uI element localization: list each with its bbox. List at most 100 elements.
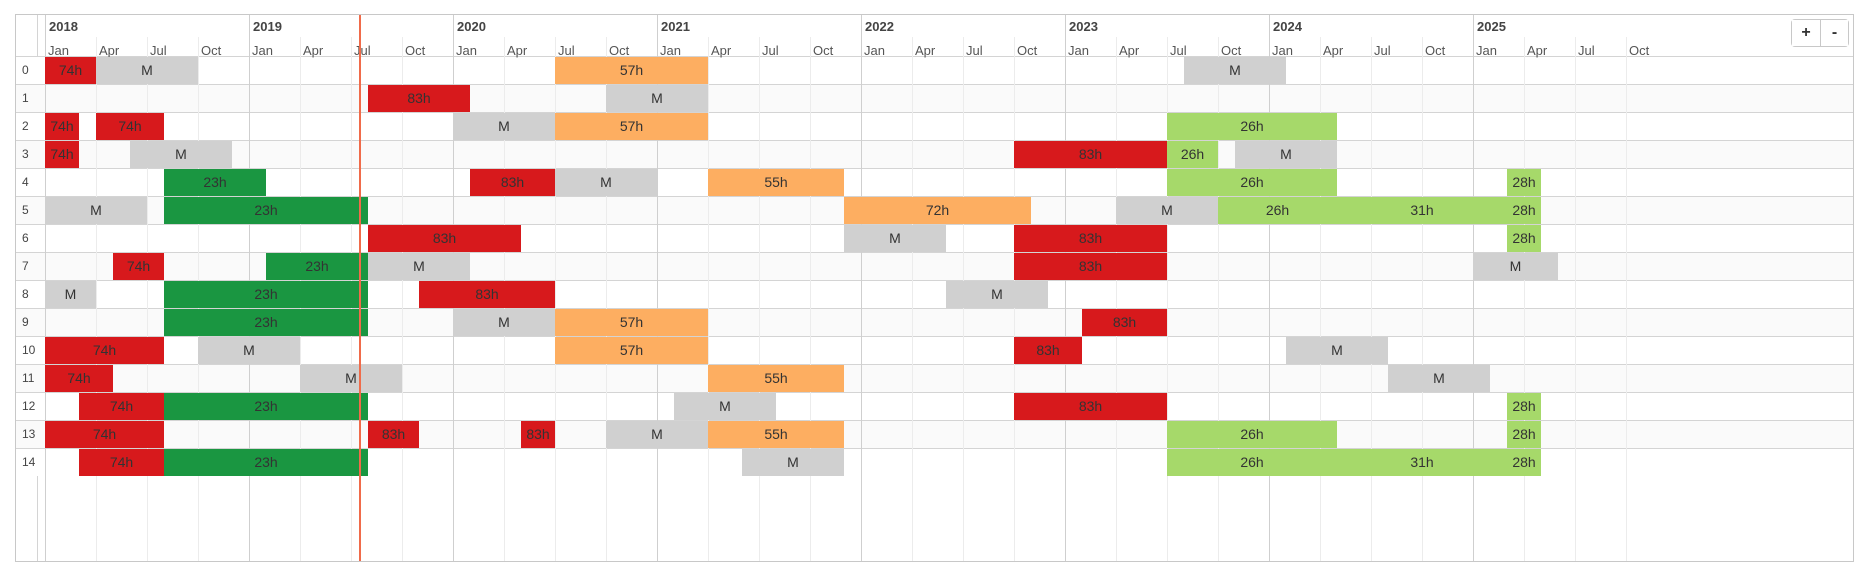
timeline-item[interactable]: 83h [368,225,521,252]
timeline-item[interactable]: 83h [368,85,470,112]
timeline-item[interactable]: 26h [1218,197,1337,224]
timeline-item[interactable]: 26h [1167,421,1337,448]
timeline-item[interactable]: 23h [164,197,368,224]
timeline-item[interactable]: 74h [113,253,164,280]
timeline-item[interactable]: 26h [1167,449,1337,476]
timeline-item[interactable]: M [45,281,96,308]
timeline-item[interactable]: 55h [708,169,844,196]
timeline-item[interactable]: M [1235,141,1337,168]
timeline-item[interactable]: 23h [164,393,368,420]
timeline-item[interactable]: M [45,197,147,224]
timeline-item[interactable]: 74h [45,337,164,364]
timeline-item[interactable]: M [1388,365,1490,392]
timeline-item[interactable]: 57h [555,113,708,140]
timeline-item[interactable]: 57h [555,57,708,84]
month-label: Apr [1323,43,1344,58]
quarter-gridline [912,37,913,561]
timeline-item[interactable]: 74h [96,113,164,140]
zoom-out-button[interactable]: - [1820,20,1848,46]
timeline-item[interactable]: M [1116,197,1218,224]
timeline-item[interactable]: 83h [1014,393,1167,420]
timeline-item[interactable]: 74h [45,365,113,392]
timeline-item[interactable]: 28h [1507,197,1541,224]
timeline-item[interactable]: 28h [1507,449,1541,476]
timeline-item[interactable]: M [453,309,555,336]
timeline-item[interactable]: 74h [79,449,164,476]
month-label: Jan [252,43,273,58]
quarter-gridline [759,37,760,561]
timeline-item[interactable]: 23h [164,309,368,336]
timeline-item[interactable]: 83h [1014,141,1167,168]
timeline-item[interactable]: 83h [1014,225,1167,252]
timeline-item[interactable]: 74h [45,421,164,448]
timeline-item[interactable]: M [198,337,300,364]
timeline-item[interactable]: 28h [1507,393,1541,420]
timeline-item[interactable]: 26h [1167,141,1218,168]
month-label: Apr [915,43,936,58]
timeline-item[interactable]: 74h [79,393,164,420]
timeline-item[interactable]: 23h [266,253,368,280]
timeline-item[interactable]: M [1286,337,1388,364]
lane-label: 2 [22,119,29,133]
timeline-item[interactable]: 83h [419,281,555,308]
zoom-in-button[interactable]: + [1792,20,1820,46]
timeline-item[interactable]: 83h [1014,337,1082,364]
timeline-item[interactable]: M [844,225,946,252]
timeline-item[interactable]: M [606,421,708,448]
timeline-item[interactable]: 83h [368,421,419,448]
month-label: Apr [1119,43,1140,58]
timeline-item[interactable]: M [1184,57,1286,84]
lane-row [16,84,1853,112]
timeline-item[interactable]: M [946,281,1048,308]
month-label: Jan [864,43,885,58]
year-gridline [1473,15,1474,561]
timeline-item[interactable]: 57h [555,309,708,336]
lane-row [16,56,1853,84]
timeline-chart[interactable]: Jan Apr Jul Oct 2018 Jan Apr Jul Oct 2019 Jan Apr Ju… [15,14,1854,562]
timeline-item[interactable]: 57h [555,337,708,364]
lane-label: 0 [22,63,29,77]
timeline-item[interactable]: M [368,253,470,280]
lane-label: 5 [22,203,29,217]
timeline-item[interactable]: 74h [45,57,96,84]
timeline-item[interactable]: 26h [1167,113,1337,140]
timeline-item[interactable]: 74h [45,141,79,168]
lane-label: 7 [22,259,29,273]
timeline-item[interactable]: M [96,57,198,84]
lane-label: 11 [22,371,35,385]
quarter-gridline [1116,37,1117,561]
timeline-item[interactable]: 28h [1507,421,1541,448]
timeline-item[interactable]: M [555,169,657,196]
timeline-item[interactable]: M [453,113,555,140]
quarter-gridline [708,37,709,561]
timeline-item[interactable]: 26h [1167,169,1337,196]
timeline-item[interactable]: 55h [708,365,844,392]
timeline-item[interactable]: 31h [1337,449,1507,476]
timeline-item[interactable]: 72h [844,197,1031,224]
month-label: Apr [303,43,324,58]
timeline-item[interactable]: M [606,85,708,112]
month-label: Apr [99,43,120,58]
lane-label: 4 [22,175,29,189]
timeline-item[interactable]: M [674,393,776,420]
timeline-item[interactable]: 83h [470,169,555,196]
timeline-item[interactable]: 23h [164,281,368,308]
timeline-item[interactable]: 23h [164,449,368,476]
timeline-item[interactable]: M [742,449,844,476]
year-label: 2020 [457,19,486,34]
quarter-gridline [147,37,148,561]
timeline-item[interactable]: 83h [1082,309,1167,336]
timeline-item[interactable]: 74h [45,113,79,140]
timeline-item[interactable]: M [1473,253,1558,280]
timeline-item[interactable]: 83h [521,421,555,448]
timeline-item[interactable]: M [130,141,232,168]
timeline-item[interactable]: M [300,365,402,392]
current-time-marker [358,15,361,561]
timeline-item[interactable]: 28h [1507,225,1541,252]
quarter-gridline [96,37,97,561]
timeline-item[interactable]: 28h [1507,169,1541,196]
timeline-item[interactable]: 31h [1337,197,1507,224]
timeline-item[interactable]: 55h [708,421,844,448]
timeline-item[interactable]: 83h [1014,253,1167,280]
timeline-item[interactable]: 23h [164,169,266,196]
